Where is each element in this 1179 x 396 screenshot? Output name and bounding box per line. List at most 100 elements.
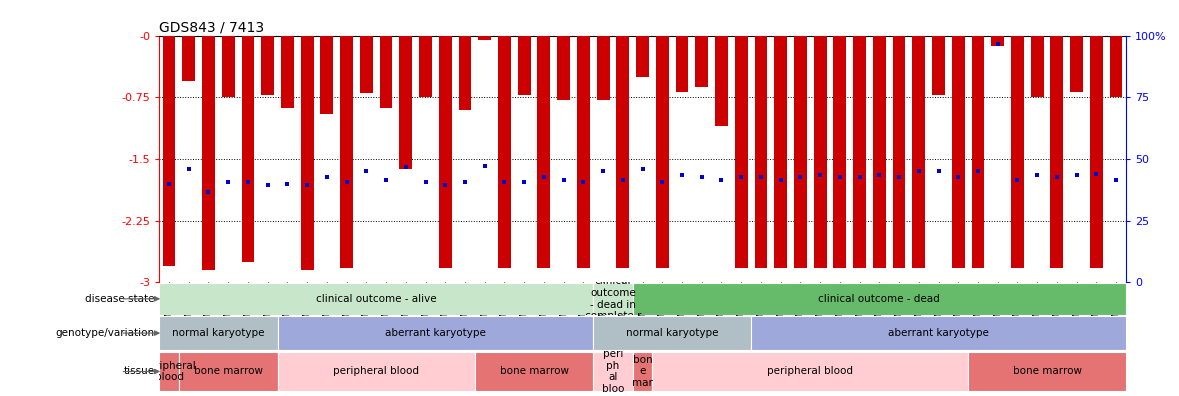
Point	[751, 174, 770, 180]
Bar	[159, 283, 593, 314]
Bar	[872, 36, 885, 268]
Point	[890, 174, 909, 180]
Bar	[913, 36, 926, 268]
Point	[672, 172, 691, 179]
Point	[771, 176, 790, 183]
Point	[949, 174, 968, 180]
Point	[396, 164, 415, 170]
Bar	[262, 36, 274, 95]
Bar	[360, 36, 373, 93]
Text: bone marrow: bone marrow	[1013, 366, 1081, 377]
Bar	[475, 352, 593, 391]
Bar	[380, 36, 393, 108]
Bar	[341, 36, 353, 268]
Point	[692, 174, 711, 180]
Bar	[277, 352, 475, 391]
Bar	[951, 36, 964, 268]
Bar	[992, 36, 1005, 46]
Point	[929, 168, 948, 175]
Text: peripheral blood: peripheral blood	[334, 366, 420, 377]
Text: disease state: disease state	[85, 294, 154, 304]
Point	[613, 176, 632, 183]
Point	[574, 179, 593, 185]
Point	[870, 172, 889, 179]
Point	[909, 168, 928, 175]
Text: bone marrow: bone marrow	[500, 366, 568, 377]
Point	[1087, 171, 1106, 177]
Bar	[222, 36, 235, 97]
Point	[515, 179, 534, 185]
Point	[219, 179, 238, 185]
Text: bon
e
mar: bon e mar	[632, 355, 653, 388]
Point	[278, 181, 297, 187]
Bar	[518, 36, 531, 95]
Point	[1067, 172, 1086, 179]
Point	[850, 174, 869, 180]
Bar	[558, 36, 569, 100]
Text: clinical outcome - dead: clinical outcome - dead	[818, 294, 940, 304]
Bar	[1012, 36, 1023, 268]
Bar	[1030, 36, 1043, 97]
Bar	[793, 36, 806, 268]
Point	[258, 182, 277, 188]
Bar	[755, 36, 768, 268]
Bar	[597, 36, 610, 100]
Text: aberrant karyotype: aberrant karyotype	[888, 328, 989, 338]
Bar	[854, 36, 867, 268]
Bar	[281, 36, 294, 108]
Point	[732, 174, 751, 180]
Text: normal karyotype: normal karyotype	[172, 328, 264, 338]
Bar	[893, 36, 905, 268]
Point	[554, 176, 573, 183]
Bar	[593, 352, 633, 391]
Point	[179, 166, 198, 172]
Bar	[400, 36, 413, 169]
Point	[1008, 176, 1027, 183]
Point	[317, 174, 336, 180]
Bar	[968, 352, 1126, 391]
Text: tissue: tissue	[124, 366, 154, 377]
Bar	[419, 36, 432, 97]
Bar	[593, 283, 633, 314]
Bar	[637, 36, 648, 77]
Bar	[538, 36, 551, 268]
Bar	[775, 36, 788, 268]
Bar	[321, 36, 334, 114]
Point	[159, 181, 178, 187]
Bar	[159, 316, 277, 350]
Bar	[633, 352, 652, 391]
Point	[337, 179, 356, 185]
Point	[594, 168, 613, 175]
Bar	[163, 36, 176, 266]
Text: clinical
outcome
- dead in
complete r: clinical outcome - dead in complete r	[585, 276, 641, 321]
Point	[376, 176, 395, 183]
Bar	[735, 36, 747, 268]
Point	[436, 182, 455, 188]
Point	[1047, 174, 1066, 180]
Bar	[439, 36, 452, 268]
Bar	[676, 36, 689, 91]
Bar	[1050, 36, 1063, 268]
Point	[455, 179, 474, 185]
Point	[357, 168, 376, 175]
Bar	[577, 36, 590, 268]
Point	[653, 179, 672, 185]
Bar	[656, 36, 668, 268]
Point	[238, 179, 257, 185]
Point	[298, 182, 317, 188]
Bar	[179, 352, 277, 391]
Bar	[1089, 36, 1102, 268]
Bar	[1109, 36, 1122, 97]
Text: aberrant karyotype: aberrant karyotype	[386, 328, 486, 338]
Point	[811, 172, 830, 179]
Text: clinical outcome - alive: clinical outcome - alive	[316, 294, 436, 304]
Text: peri
ph
al
bloo: peri ph al bloo	[601, 349, 624, 394]
Bar	[277, 316, 593, 350]
Bar	[479, 36, 492, 40]
Bar	[834, 36, 847, 268]
Text: bone marrow: bone marrow	[193, 366, 263, 377]
Bar	[459, 36, 472, 110]
Bar	[751, 316, 1126, 350]
Point	[791, 174, 810, 180]
Text: genotype/variation: genotype/variation	[55, 328, 154, 338]
